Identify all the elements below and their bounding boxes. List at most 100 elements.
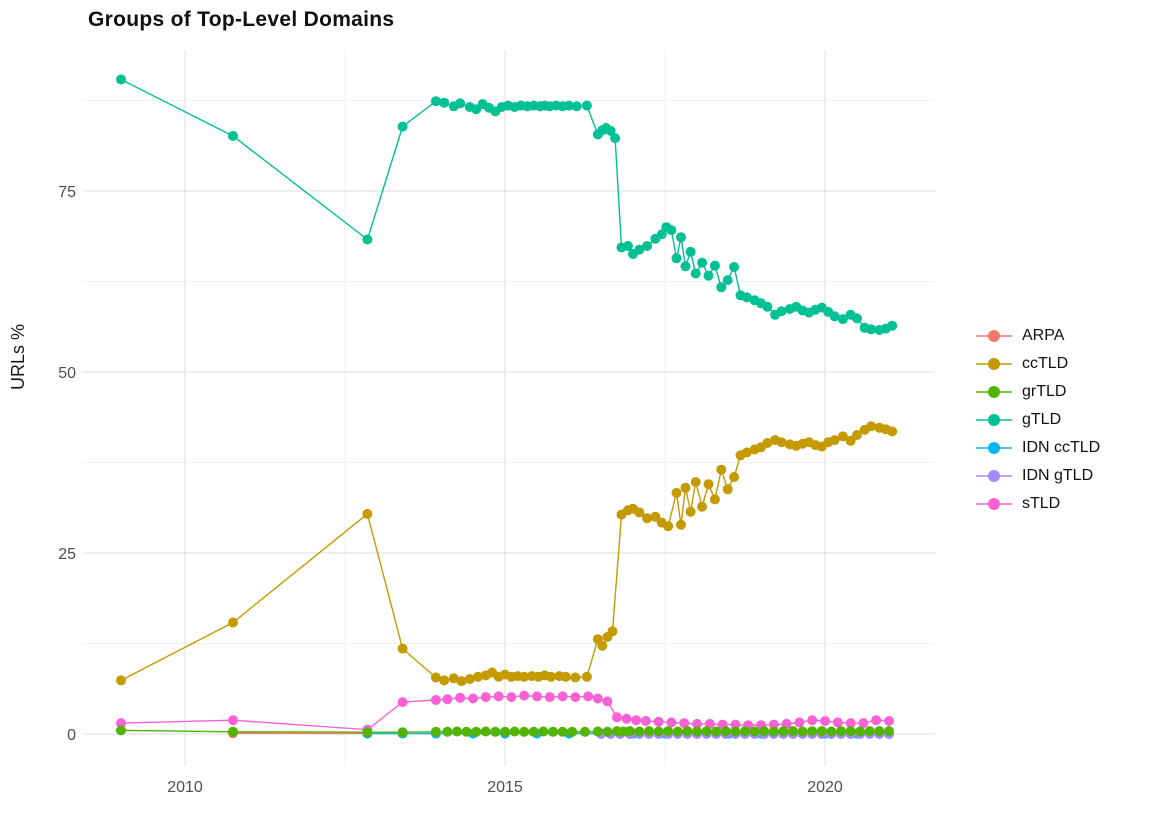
axis-tick-labels: 2010 2015 2020 0 25 50 75 [58,184,843,796]
data-point [692,718,702,729]
data-point [845,718,856,729]
data-point [676,519,686,530]
data-point [548,726,558,737]
series-grTLD [116,725,894,738]
data-point [622,241,633,251]
x-tick-label: 2015 [487,779,523,796]
data-point [858,718,869,729]
y-tick-label: 25 [58,546,76,563]
legend-item-grTLD: grTLD [976,378,1100,406]
data-point [532,691,542,702]
data-point [471,726,482,737]
legend-item-sTLD: sTLD [976,490,1100,518]
data-point [807,726,818,737]
data-point [716,464,727,475]
legend-key-dot [988,414,1000,426]
data-point [397,727,408,738]
data-point [228,726,238,737]
data-point [362,508,373,519]
data-point [685,246,696,257]
data-point [690,477,701,487]
legend: ARPA ccTLD grTLD gTLD IDN ccTLD IDN gTLD sTLD [976,322,1100,518]
data-point [597,640,608,651]
data-point [768,726,779,737]
data-point [631,715,642,726]
data-point [570,672,581,683]
data-point [468,693,478,704]
data-point [642,241,653,251]
x-tick-label: 2010 [167,779,203,796]
data-point [442,694,453,705]
data-point [452,726,462,737]
data-point [832,717,843,728]
data-point [884,726,894,737]
data-point [797,726,808,737]
legend-key-dot [988,470,1000,482]
data-point [544,692,555,703]
legend-key-dot [988,442,1000,454]
data-point [855,726,866,737]
legend-key-icon [976,386,1012,398]
data-point [845,726,856,737]
data-point [729,472,740,482]
legend-key-icon [976,498,1012,510]
data-point [762,301,773,312]
data-point [439,675,450,686]
data-point [762,438,773,448]
data-point [703,270,714,281]
data-point [729,262,740,272]
data-point [663,521,674,532]
data-point [887,320,898,331]
series-sTLD [116,690,894,735]
data-point [866,324,877,335]
data-point [430,695,441,705]
data-point [557,726,568,737]
data-point [866,421,877,432]
legend-item-gTLD: gTLD [976,406,1100,434]
data-point [730,719,741,730]
data-point [676,232,686,243]
data-point [602,726,613,737]
data-point [730,726,741,737]
data-point [473,671,484,682]
data-point [776,306,787,317]
data-point [581,671,592,682]
legend-label: grTLD [1022,383,1067,400]
data-point [807,715,818,726]
data-point [610,133,621,144]
data-point [464,674,475,684]
legend-key-icon [976,414,1012,426]
data-point [567,726,578,737]
data-point [640,716,651,726]
data-point [480,692,491,703]
data-point [509,726,520,737]
data-point [621,713,632,724]
data-point [592,693,603,704]
series-line [120,78,893,331]
data-point [228,131,238,141]
data-point [500,726,510,737]
series-gTLD [116,74,898,335]
legend-key-dot [988,498,1000,510]
data-point [228,617,238,628]
data-point [884,716,894,726]
data-point [672,726,683,737]
data-point [455,98,466,109]
legend-key-icon [976,330,1012,342]
data-point [448,673,459,684]
data-point [490,726,501,737]
data-point [644,726,654,737]
data-point [666,717,677,728]
data-point [397,697,408,708]
data-point [720,726,731,737]
data-point [653,726,664,737]
data-point [692,726,702,737]
data-point [634,726,645,737]
legend-label: gTLD [1022,411,1062,428]
legend-key-icon [976,358,1012,370]
legend-label: sTLD [1022,495,1061,512]
data-point [480,726,491,737]
data-point [430,726,441,737]
data-point [666,225,677,236]
data-point [826,726,837,737]
